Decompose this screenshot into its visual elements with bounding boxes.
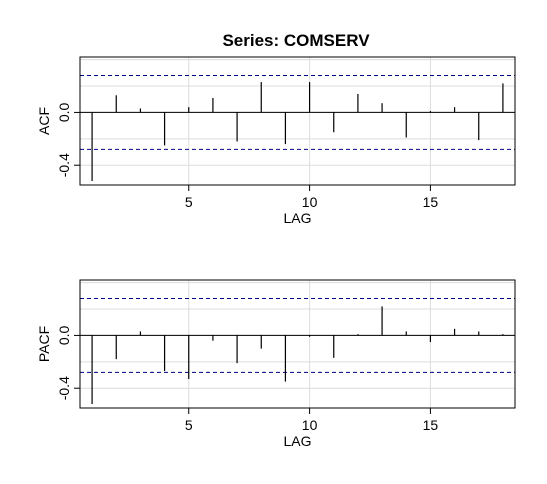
pacf-x-tick-label: 5	[185, 417, 193, 433]
acf-plot-frame	[79, 56, 516, 186]
pacf-plot-frame	[79, 279, 516, 409]
acf-y-tick-label: -0.4	[56, 153, 72, 177]
pacf-x-tick-label: 15	[423, 417, 439, 433]
pacf-x-axis-title: LAG	[283, 433, 311, 449]
pacf-panel: 5 10 15 -0.4 0.0 LAG PACF	[36, 279, 516, 449]
acf-y-axis-title: ACF	[36, 107, 52, 135]
acf-y-tick-label: 0.0	[56, 102, 72, 122]
chart-title: Series: COMSERV	[222, 31, 370, 50]
acf-x-axis-title: LAG	[283, 210, 311, 226]
acf-x-tick-label: 15	[423, 194, 439, 210]
pacf-x-tick-label: 10	[302, 417, 318, 433]
pacf-y-tick-label: 0.0	[56, 325, 72, 345]
acf-x-tick-label: 5	[185, 194, 193, 210]
acf-x-tick-label: 10	[302, 194, 318, 210]
pacf-y-tick-label: -0.4	[56, 376, 72, 400]
pacf-y-axis-title: PACF	[36, 326, 52, 362]
acf-panel: 5 10 15 -0.4 0.0 LAG ACF	[36, 56, 516, 226]
